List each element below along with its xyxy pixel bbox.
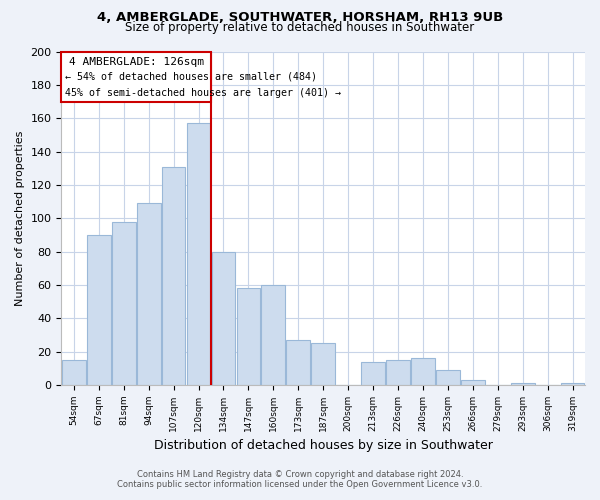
Bar [411,358,435,385]
Bar [112,222,136,385]
Bar [162,166,185,385]
Bar [212,252,235,385]
X-axis label: Distribution of detached houses by size in Southwater: Distribution of detached houses by size … [154,440,493,452]
Y-axis label: Number of detached properties: Number of detached properties [15,130,25,306]
Text: ← 54% of detached houses are smaller (484): ← 54% of detached houses are smaller (48… [65,72,317,82]
Bar [286,340,310,385]
Bar [87,235,110,385]
Bar [461,380,485,385]
Bar [560,384,584,385]
Text: 4 AMBERGLADE: 126sqm: 4 AMBERGLADE: 126sqm [69,56,204,66]
Bar [262,285,285,385]
Bar [511,384,535,385]
Bar [137,204,161,385]
Bar [62,360,86,385]
Bar [361,362,385,385]
Bar [187,123,211,385]
FancyBboxPatch shape [61,52,211,102]
Text: Contains HM Land Registry data © Crown copyright and database right 2024.
Contai: Contains HM Land Registry data © Crown c… [118,470,482,489]
Text: Size of property relative to detached houses in Southwater: Size of property relative to detached ho… [125,21,475,34]
Bar [386,360,410,385]
Bar [236,288,260,385]
Text: 45% of semi-detached houses are larger (401) →: 45% of semi-detached houses are larger (… [65,88,341,98]
Text: 4, AMBERGLADE, SOUTHWATER, HORSHAM, RH13 9UB: 4, AMBERGLADE, SOUTHWATER, HORSHAM, RH13… [97,11,503,24]
Bar [311,344,335,385]
Bar [436,370,460,385]
